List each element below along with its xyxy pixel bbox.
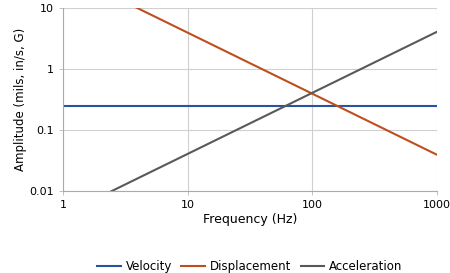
Displacement — [262, 69, 268, 72]
Acceleration — [238, 126, 243, 130]
Displacement — [434, 153, 439, 156]
Acceleration — [262, 114, 268, 118]
Acceleration — [366, 63, 372, 67]
Line: Displacement: Displacement — [63, 0, 436, 155]
Acceleration — [60, 213, 66, 216]
Line: Acceleration: Acceleration — [63, 32, 436, 215]
Displacement — [238, 57, 243, 60]
Displacement — [366, 120, 372, 123]
Displacement — [240, 58, 245, 61]
Velocity — [262, 104, 268, 108]
Velocity — [60, 104, 66, 108]
Velocity — [425, 104, 430, 108]
Y-axis label: Amplitude (mils, in/s, G): Amplitude (mils, in/s, G) — [14, 28, 27, 171]
X-axis label: Frequency (Hz): Frequency (Hz) — [202, 213, 297, 226]
Legend: Velocity, Displacement, Acceleration: Velocity, Displacement, Acceleration — [93, 256, 407, 273]
Velocity — [434, 104, 439, 108]
Displacement — [283, 79, 288, 82]
Acceleration — [425, 35, 430, 38]
Velocity — [240, 104, 245, 108]
Acceleration — [283, 105, 288, 108]
Displacement — [425, 149, 430, 152]
Velocity — [238, 104, 243, 108]
Acceleration — [434, 30, 439, 34]
Acceleration — [240, 125, 245, 129]
Velocity — [366, 104, 372, 108]
Velocity — [283, 104, 288, 108]
